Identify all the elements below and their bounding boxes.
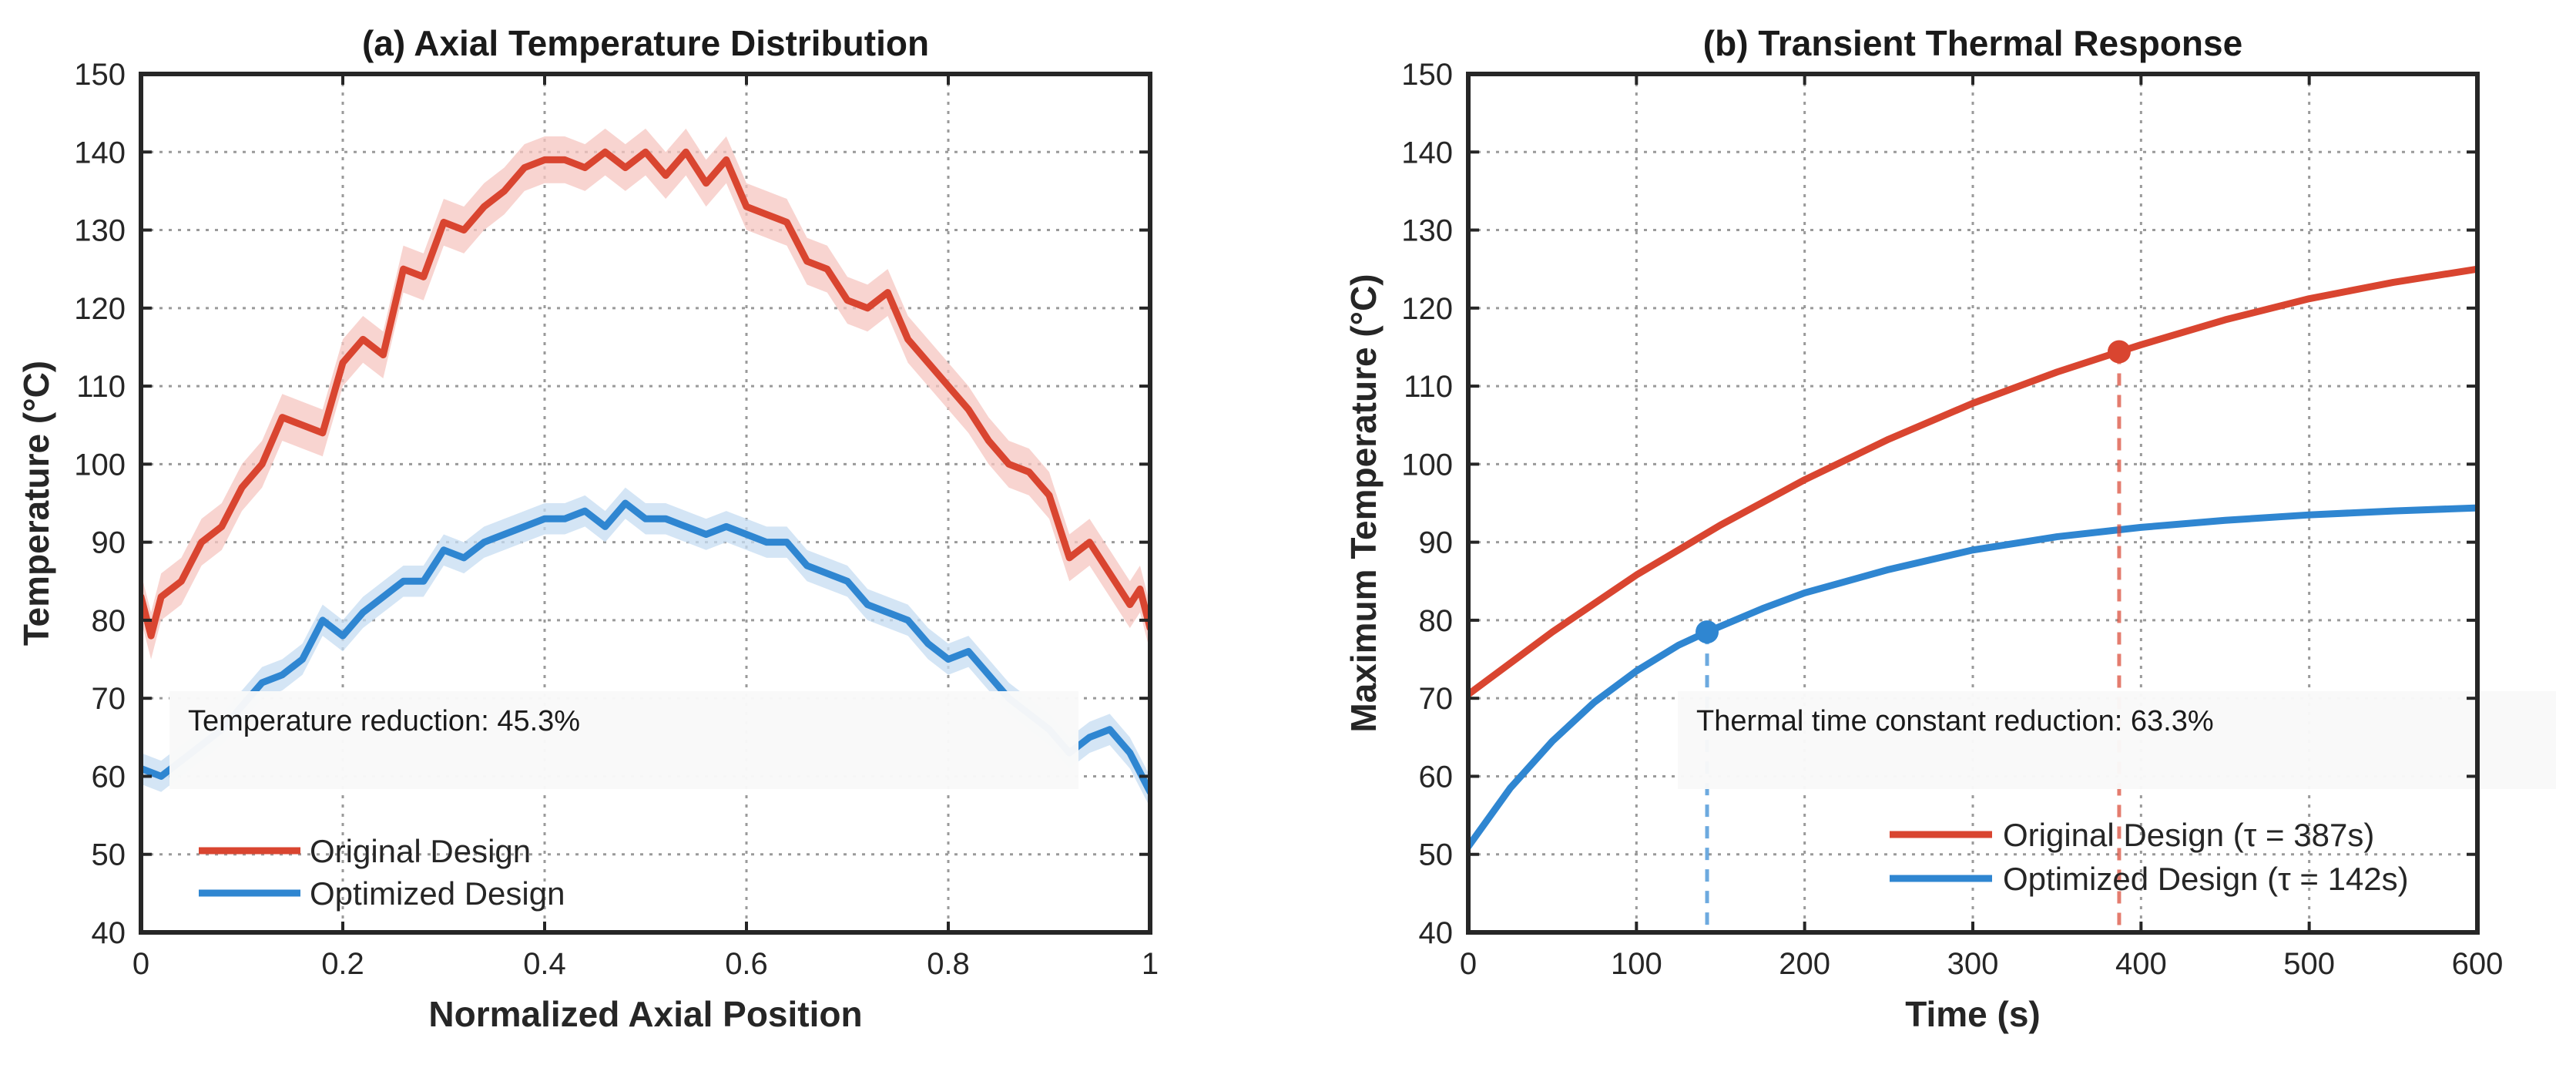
- x-tick-label: 500: [2283, 947, 2335, 981]
- y-tick-label: 60: [1419, 760, 1454, 794]
- x-axis-label: Normalized Axial Position: [428, 994, 862, 1034]
- x-tick-label: 200: [1779, 947, 1830, 981]
- y-tick-label: 120: [1401, 292, 1453, 326]
- y-tick-label: 80: [1419, 604, 1454, 638]
- x-tick-label: 0: [132, 947, 149, 981]
- plot-area: [141, 128, 1150, 808]
- x-axis-label: Time (s): [1905, 994, 2041, 1034]
- y-tick-label: 90: [1419, 526, 1454, 560]
- y-tick-label: 130: [74, 214, 126, 248]
- x-tick-label: 0.2: [321, 947, 364, 981]
- y-tick-label: 50: [1419, 838, 1454, 872]
- legend-label-original: Original Design: [310, 833, 531, 869]
- series-band-original: [141, 128, 1150, 660]
- y-tick-label: 40: [92, 916, 126, 950]
- y-tick-label: 50: [92, 838, 126, 872]
- panel-transient-response: Thermal time constant reduction: 63.3% 0 1…: [1343, 23, 2556, 1034]
- x-tick-label: 0.4: [523, 947, 566, 981]
- y-tick-label: 70: [92, 682, 126, 716]
- annotation-text: Thermal time constant reduction: 63.3%: [1696, 705, 2214, 737]
- tau-marker-optimized: [1696, 620, 1719, 644]
- plot-area: [1468, 265, 2477, 932]
- series-line-optimized: [1468, 504, 2477, 851]
- y-tick-label: 120: [74, 292, 126, 326]
- tau-marker-original: [2107, 340, 2131, 364]
- y-tick-label: 140: [74, 136, 126, 170]
- x-tick-label: 0.6: [725, 947, 768, 981]
- y-tick-label: 150: [1401, 58, 1453, 92]
- series-band-optimized: [141, 487, 1150, 808]
- x-tick-label: 300: [1947, 947, 1999, 981]
- axes-frame: [139, 72, 1152, 935]
- series-line-original: [1468, 265, 2477, 698]
- annotation-text: Temperature reduction: 45.3%: [188, 705, 580, 737]
- y-tick-label: 150: [74, 58, 126, 92]
- y-axis-label: Maximum Temperature (°C): [1343, 274, 1384, 732]
- annotation-box: [1678, 691, 2556, 789]
- x-tick-label: 600: [2452, 947, 2504, 981]
- y-tick-label: 90: [92, 526, 126, 560]
- y-tick-label: 80: [92, 604, 126, 638]
- y-axis-label: Temperature (°C): [16, 361, 56, 646]
- y-tick-label: 130: [1401, 214, 1453, 248]
- y-tick-label: 70: [1419, 682, 1454, 716]
- y-tick-label: 60: [92, 760, 126, 794]
- x-tick-label: 100: [1611, 947, 1662, 981]
- chart-title: (a) Axial Temperature Distribution: [362, 23, 929, 63]
- series-line-optimized: [141, 499, 1150, 796]
- legend-label-original: Original Design (τ = 387s): [2003, 817, 2374, 853]
- y-tick-label: 40: [1419, 916, 1454, 950]
- series-line-original: [141, 148, 1150, 640]
- y-tick-label: 100: [1401, 448, 1453, 482]
- y-tick-label: 140: [1401, 136, 1453, 170]
- x-tick-label: 400: [2115, 947, 2167, 981]
- y-tick-label: 110: [1404, 370, 1453, 404]
- chart-title: (b) Transient Thermal Response: [1703, 23, 2242, 63]
- y-tick-label: 110: [76, 370, 126, 404]
- annotation-box: [169, 691, 1078, 789]
- legend-label-optimized: Optimized Design (τ = 142s): [2003, 861, 2409, 897]
- panel-axial-temperature: Temperature reduction: 45.3% 0 0.2 0.4 0.6 0.…: [16, 23, 1159, 1034]
- x-tick-label: 0.8: [927, 947, 970, 981]
- y-tick-label: 100: [74, 448, 126, 482]
- x-tick-label: 1: [1142, 947, 1159, 981]
- axes-frame: [1466, 72, 2480, 935]
- legend-label-optimized: Optimized Design: [310, 875, 565, 912]
- x-tick-label: 0: [1460, 947, 1477, 981]
